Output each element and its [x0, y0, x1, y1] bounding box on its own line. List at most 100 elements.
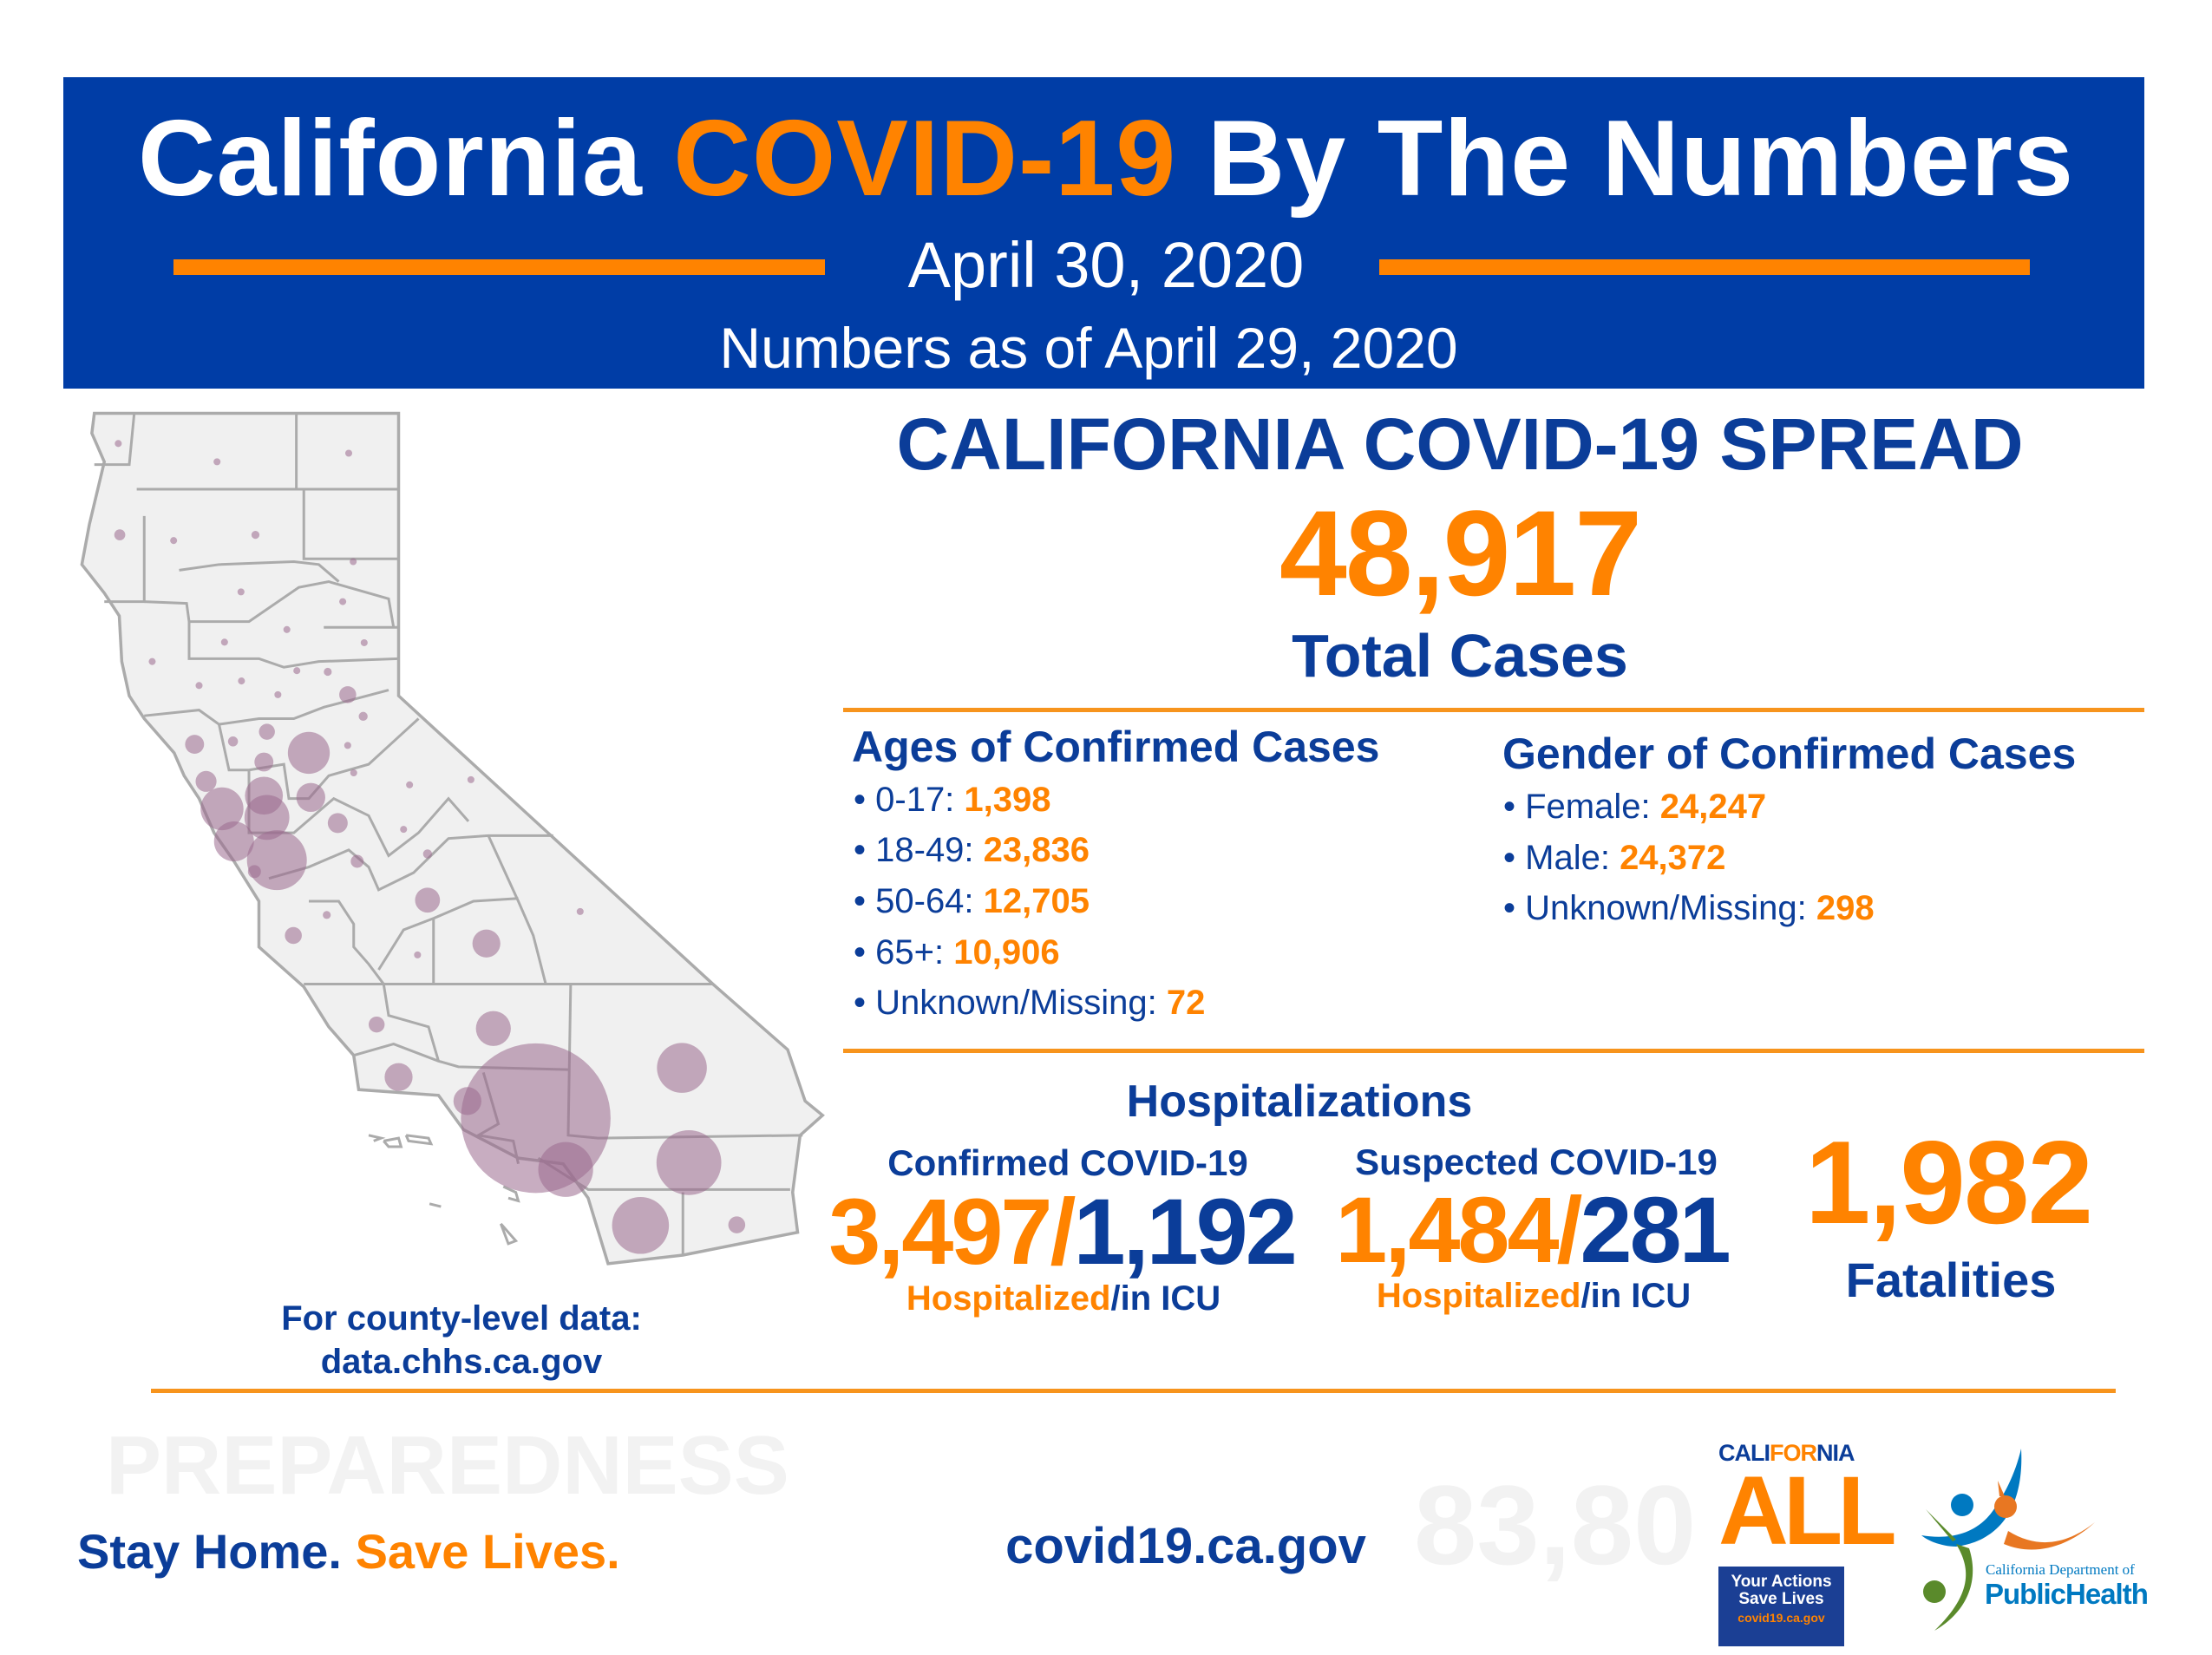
- county-bubble: [339, 598, 347, 605]
- bullet-icon: •: [854, 984, 876, 1022]
- county-bubble: [656, 1130, 722, 1195]
- county-bubble: [251, 531, 260, 540]
- county-bubble: [576, 907, 584, 915]
- bullet-icon: •: [1503, 839, 1526, 877]
- bullet-icon: •: [1503, 788, 1526, 826]
- watermark-preparedness: PREPAREDNESS: [106, 1419, 789, 1512]
- county-bubble: [384, 1063, 413, 1091]
- ages-item: • 0-17: 1,398: [854, 779, 1051, 821]
- confirmed-label: Confirmed COVID-19: [887, 1142, 1248, 1183]
- item-label: Unknown/Missing:: [1525, 889, 1807, 927]
- county-bubble: [274, 690, 282, 698]
- county-bubble: [453, 1087, 481, 1115]
- county-data-link[interactable]: data.chhs.ca.gov: [320, 1343, 603, 1381]
- county-bubble: [350, 558, 357, 566]
- fatalities-value: 1,982: [1804, 1116, 2093, 1248]
- header-divider-left: [173, 259, 825, 275]
- county-bubble: [259, 723, 275, 740]
- county-data-note: For county-level data:: [281, 1299, 642, 1338]
- county-bubble: [220, 638, 228, 646]
- item-value: 23,836: [983, 831, 1090, 869]
- county-bubble: [475, 1011, 511, 1046]
- as-of-date: Numbers as of April 29, 2020: [719, 316, 1458, 380]
- logo-tagline: Save Lives: [1738, 1590, 1824, 1608]
- item-value: 72: [1166, 984, 1206, 1022]
- logo-text: FOR: [1770, 1440, 1817, 1466]
- bullet-icon: •: [854, 933, 876, 971]
- suspected-values: 1,484/281: [1335, 1177, 1731, 1282]
- suspected-label: Suspected COVID-19: [1355, 1141, 1718, 1182]
- item-label: 50-64:: [875, 882, 974, 920]
- divider: [151, 1389, 2116, 1393]
- county-bubble: [115, 440, 122, 448]
- bullet-icon: •: [854, 882, 876, 920]
- total-cases-label: Total Cases: [1292, 622, 1628, 690]
- icu-label: /in ICU: [1110, 1279, 1221, 1318]
- california-all-logo: CALIFORNIA ALL Your Actions Save Lives c…: [1718, 1440, 1897, 1646]
- county-bubble: [467, 775, 474, 783]
- county-bubble: [238, 677, 245, 685]
- cdph-name-line2: PublicHealth: [1985, 1578, 2149, 1610]
- county-bubble: [358, 711, 368, 722]
- county-bubble: [415, 887, 441, 913]
- county-bubble: [283, 625, 291, 633]
- header-banner: [63, 77, 2144, 389]
- ages-item: • 50-64: 12,705: [854, 880, 1090, 922]
- county-bubble: [422, 849, 433, 859]
- item-value: 24,247: [1659, 788, 1767, 826]
- logo-all: ALL: [1718, 1456, 1897, 1565]
- title-highlight: COVID-19: [673, 99, 1177, 219]
- county-bubble: [612, 1197, 670, 1254]
- county-bubble: [339, 686, 357, 703]
- county-bubble: [245, 776, 284, 815]
- logo-tagline: Your Actions: [1731, 1573, 1832, 1591]
- separator: /: [1050, 1179, 1076, 1284]
- county-bubble: [414, 951, 422, 958]
- bullet-icon: •: [854, 781, 876, 819]
- confirmed-values: 3,497/1,192: [828, 1179, 1298, 1284]
- logo-text: NIA: [1816, 1440, 1855, 1466]
- gender-item: • Female: 24,247: [1503, 786, 1766, 828]
- cdph-name-line1: California Department of: [1986, 1561, 2135, 1578]
- county-bubble: [195, 682, 203, 690]
- county-bubble: [350, 854, 364, 868]
- gender-item: • Male: 24,372: [1503, 837, 1725, 879]
- page-title: California COVID-19 By The Numbers: [138, 102, 2074, 215]
- county-bubble: [293, 667, 301, 675]
- report-date: April 30, 2020: [907, 229, 1305, 301]
- county-bubble: [344, 449, 353, 457]
- header-divider-right: [1379, 259, 2030, 275]
- confirmed-icu: 1,192: [1073, 1179, 1298, 1284]
- suspected-hospitalized: 1,484: [1335, 1177, 1559, 1282]
- county-bubble: [185, 735, 205, 755]
- item-label: Female:: [1525, 788, 1651, 826]
- county-bubble: [350, 769, 357, 777]
- county-bubble: [657, 1043, 707, 1093]
- ages-item: • 18-49: 23,836: [854, 829, 1090, 871]
- county-bubble: [287, 731, 330, 775]
- watermark-number: 83,80: [1414, 1462, 1697, 1588]
- item-label: 18-49:: [875, 831, 974, 869]
- suspected-sublabel: Hospitalized/in ICU: [1377, 1276, 1691, 1316]
- title-part2: By The Numbers: [1207, 99, 2075, 219]
- website-link[interactable]: covid19.ca.gov: [1005, 1518, 1366, 1574]
- county-bubble: [538, 1141, 593, 1197]
- gender-item: • Unknown/Missing: 298: [1503, 887, 1875, 929]
- item-value: 298: [1816, 889, 1875, 927]
- item-label: Male:: [1525, 839, 1610, 877]
- logo-url: covid19.ca.gov: [1738, 1611, 1825, 1625]
- county-bubble: [246, 830, 307, 891]
- suspected-icu: 281: [1580, 1177, 1731, 1282]
- county-bubble: [237, 588, 245, 596]
- county-bubble: [327, 813, 348, 834]
- icu-label: /in ICU: [1580, 1277, 1692, 1315]
- county-bubble: [344, 742, 351, 749]
- slogan: Stay Home. Save Lives.: [77, 1525, 620, 1579]
- item-value: 24,372: [1620, 839, 1726, 877]
- hospitalizations-heading: Hospitalizations: [1126, 1076, 1473, 1127]
- county-bubble: [406, 781, 414, 788]
- county-bubble: [285, 926, 302, 945]
- county-bubble: [213, 821, 254, 861]
- county-bubble: [247, 865, 261, 879]
